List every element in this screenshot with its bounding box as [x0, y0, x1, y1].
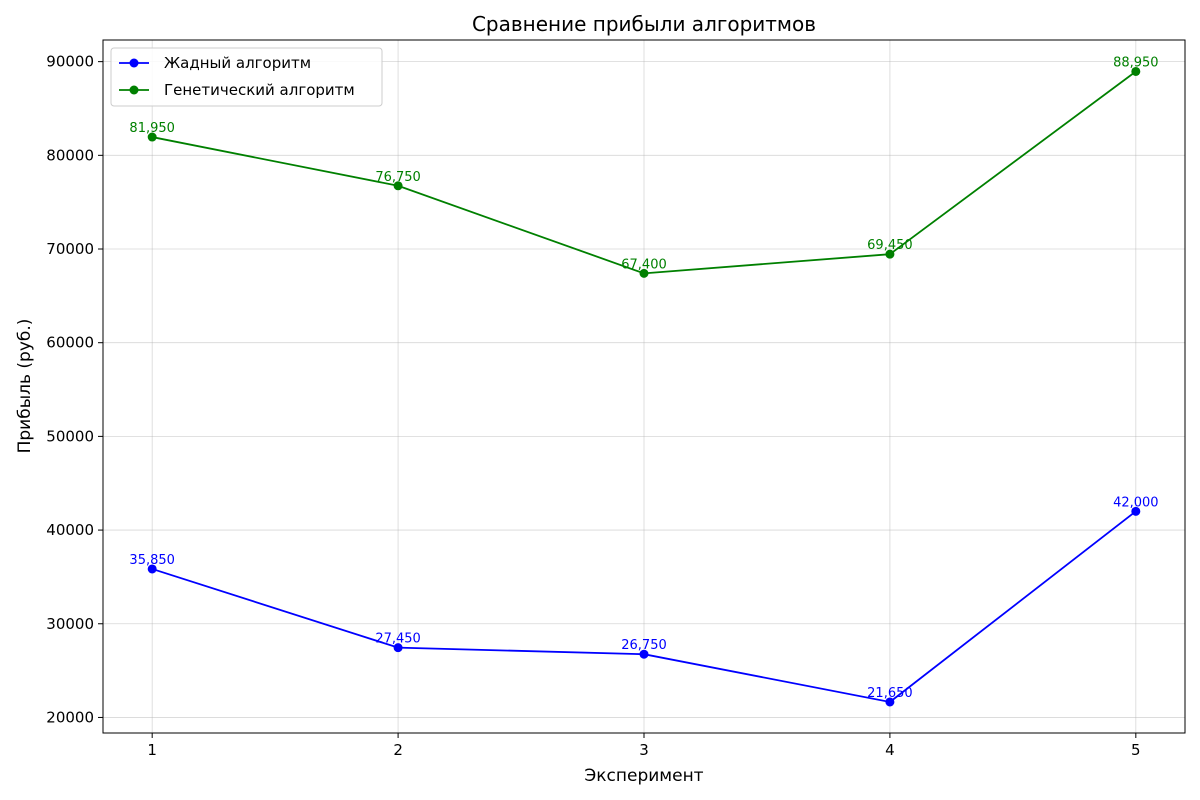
- data-point: [1131, 506, 1141, 516]
- x-tick-label: 2: [393, 741, 403, 759]
- data-label: 21,650: [867, 686, 913, 701]
- y-tick-label: 90000: [46, 53, 94, 71]
- y-tick-label: 20000: [46, 708, 94, 726]
- grid-lines: [103, 40, 1185, 733]
- x-axis-ticks: 1 2 3 4 5: [147, 733, 1141, 759]
- y-tick-label: 50000: [46, 427, 94, 445]
- data-label: 42,000: [1113, 495, 1159, 510]
- data-point: [1131, 66, 1141, 76]
- legend-marker: [129, 58, 139, 68]
- y-tick-label: 30000: [46, 615, 94, 633]
- data-label: 26,750: [621, 638, 667, 653]
- legend-label: Жадный алгоритм: [164, 54, 311, 72]
- data-label: 69,450: [867, 238, 913, 253]
- data-labels: 35,850 27,450 26,750 21,650 42,000 81,950 76,7…: [129, 55, 1158, 701]
- y-tick-label: 40000: [46, 521, 94, 539]
- data-label: 81,950: [129, 121, 175, 136]
- data-label: 27,450: [375, 632, 421, 647]
- x-tick-label: 5: [1131, 741, 1141, 759]
- x-axis-label: Эксперимент: [584, 766, 703, 786]
- data-label: 35,850: [129, 553, 175, 568]
- data-point: [639, 268, 649, 278]
- data-point: [639, 649, 649, 659]
- data-point: [393, 181, 403, 191]
- x-tick-label: 1: [147, 741, 157, 759]
- data-point: [393, 643, 403, 653]
- y-tick-label: 60000: [46, 334, 94, 352]
- data-label: 88,950: [1113, 55, 1159, 70]
- data-point: [147, 564, 157, 574]
- data-label: 76,750: [375, 170, 421, 185]
- legend-box: [110, 47, 383, 107]
- y-tick-label: 70000: [46, 240, 94, 258]
- data-point: [147, 132, 157, 142]
- x-tick-label: 4: [885, 741, 895, 759]
- data-point: [885, 697, 895, 707]
- series-points: [147, 66, 1141, 707]
- legend: Жадный алгоритм Генетический алгоритм: [110, 47, 383, 107]
- y-axis-label: Прибыль (руб.): [15, 319, 35, 454]
- data-label: 67,400: [621, 257, 667, 272]
- legend-marker: [129, 85, 139, 95]
- legend-label: Генетический алгоритм: [164, 81, 355, 99]
- x-tick-label: 3: [639, 741, 649, 759]
- data-point: [885, 249, 895, 259]
- y-axis-ticks: 20000 30000 40000 50000 60000 70000 80000 90000: [46, 53, 103, 726]
- chart-title: Сравнение прибыли алгоритмов: [472, 12, 816, 36]
- y-tick-label: 80000: [46, 146, 94, 164]
